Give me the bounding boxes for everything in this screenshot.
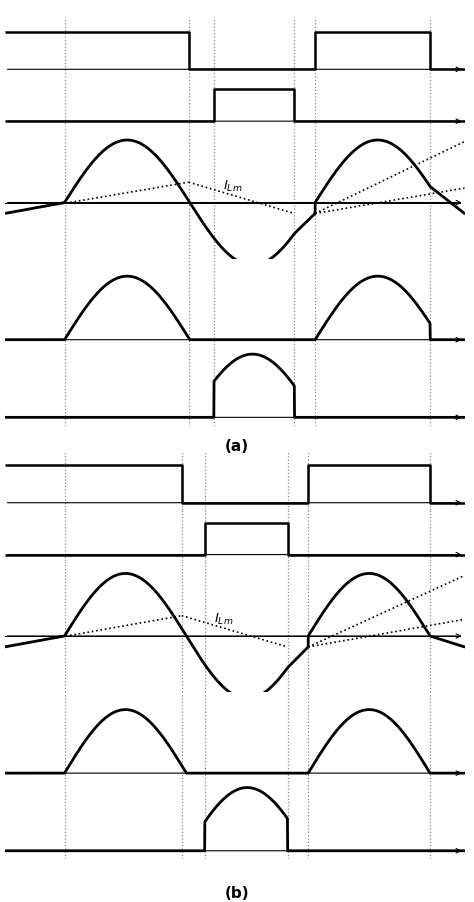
Text: (b): (b)	[225, 886, 249, 900]
Text: (a): (a)	[225, 439, 249, 454]
Text: $I_{Lm}$: $I_{Lm}$	[214, 612, 233, 627]
Text: $I_{Lm}$: $I_{Lm}$	[223, 179, 243, 194]
